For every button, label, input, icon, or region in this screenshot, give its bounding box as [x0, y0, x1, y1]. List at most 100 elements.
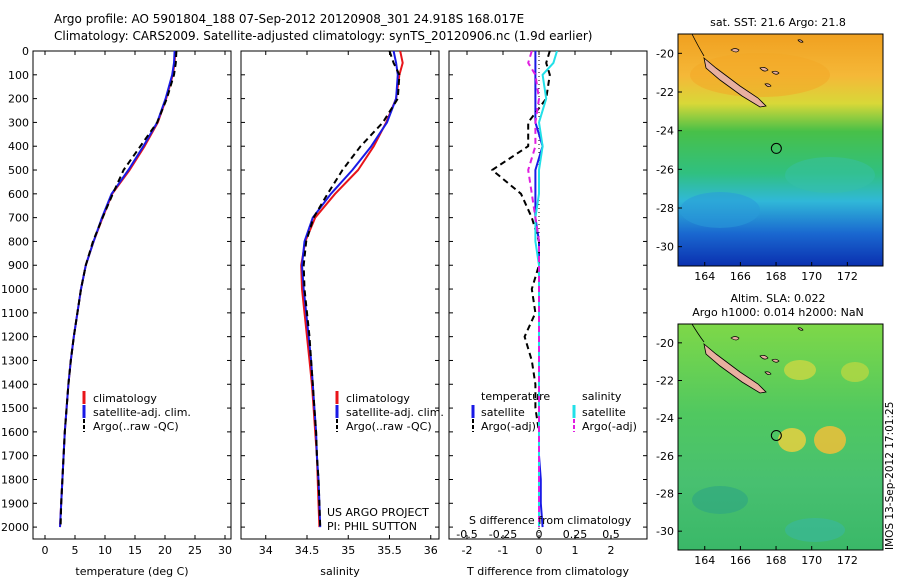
x-tick-label: 1 [572, 544, 579, 557]
sst-profile-marker [770, 142, 782, 154]
longitude-tick-label: 170 [801, 270, 822, 283]
latitude-tick-label: -26 [656, 450, 674, 463]
x-axes: 0 5 10 15 20 25 30 34 34.5 35 35.5 36 -2 -1 0 1 2 [42, 51, 615, 557]
reef-coastline [691, 323, 705, 343]
depth-tick-label: 400 [8, 140, 29, 153]
x-tick-label: 10 [98, 544, 112, 557]
x-tick-label: 0 [42, 544, 49, 557]
depth-tick-label: 1500 [1, 402, 29, 415]
latitude-tick-label: -26 [656, 163, 674, 176]
new-caledonia-landmass [703, 342, 767, 394]
legend-title-salinity: salinity [582, 390, 622, 403]
sla-high-patch [784, 360, 816, 380]
depth-tick-label: 500 [8, 164, 29, 177]
sst-map-title: sat. SST: 21.6 Argo: 21.8 [710, 16, 846, 29]
x-tick-label: 34 [259, 544, 273, 557]
x-tick-label: -1 [498, 544, 509, 557]
depth-tick-label: 700 [8, 212, 29, 225]
salinity-legend: climatology satellite-adj. clim. Argo(..… [335, 391, 444, 433]
depth-tick-label: 1600 [1, 426, 29, 439]
depth-tick-label: 100 [8, 69, 29, 82]
pi-annotation: PI: PHIL SUTTON [327, 520, 417, 533]
sla-map-frame [677, 323, 884, 551]
sla-map [677, 323, 884, 551]
legend-label-s-argo: Argo(-adj) [582, 420, 637, 433]
depth-tick-label: 2000 [1, 521, 29, 534]
sla-high-patch [778, 428, 806, 452]
depth-tick-label: 1900 [1, 497, 29, 510]
project-annotation: US ARGO PROJECT [327, 506, 429, 519]
latitude-tick-label: -30 [656, 241, 674, 254]
temperature-panel-frame [32, 50, 232, 540]
sst-map-frame [677, 33, 884, 267]
temperature-axis-label: temperature (deg C) [75, 565, 188, 578]
longitude-tick-label: 164 [694, 270, 715, 283]
x-tick-label: 25 [188, 544, 202, 557]
depth-tick-label: 200 [8, 93, 29, 106]
latitude-tick-label: -24 [656, 125, 674, 138]
reef-coastline [691, 33, 705, 57]
sla-high-patch [814, 426, 846, 454]
depth-tick-label: 300 [8, 116, 29, 129]
loyalty-islands [730, 39, 804, 88]
longitude-tick-label: 172 [837, 270, 858, 283]
latitude-tick-label: -20 [656, 47, 674, 60]
legend-label-climatology: climatology [93, 392, 157, 405]
temperature-legend: climatology satellite-adj. clim. Argo(..… [82, 391, 191, 433]
s-difference-tick-label: -0.5 [456, 528, 477, 541]
x-tick-label: 20 [158, 544, 172, 557]
difference-panel-frame [448, 50, 648, 540]
x-tick-label: 15 [128, 544, 142, 557]
figure-subtitle: Climatology: CARS2009. Satellite-adjuste… [54, 29, 593, 43]
depth-tick-label: 1000 [1, 283, 29, 296]
salinity-series [300, 51, 404, 528]
legend-title-temperature: temperature [481, 390, 550, 403]
salinity-axis-label: salinity [320, 565, 360, 578]
depth-tick-label: 0 [22, 45, 29, 58]
legend-label-argo: Argo(..raw -QC) [346, 420, 432, 433]
sla-low-patch [692, 486, 748, 514]
longitude-tick-label: 166 [730, 270, 751, 283]
sst-warm-patch [690, 53, 830, 97]
s-difference-tick-label: -0.25 [489, 528, 517, 541]
sla-profile-marker [770, 429, 782, 441]
legend-label-argo: Argo(..raw -QC) [93, 420, 179, 433]
longitude-tick-label: 172 [837, 554, 858, 567]
depth-tick-label: 1700 [1, 450, 29, 463]
longitude-tick-label: 170 [801, 554, 822, 567]
x-tick-label: 5 [72, 544, 79, 557]
longitude-tick-label: 164 [694, 554, 715, 567]
temperature-series [59, 51, 178, 528]
latitude-tick-label: -28 [656, 488, 674, 501]
s-difference-tick-label: 0.5 [602, 528, 620, 541]
x-tick-label: 35.5 [377, 544, 402, 557]
legend-label-satellite: satellite-adj. clim. [346, 406, 444, 419]
x-tick-label: 2 [608, 544, 615, 557]
sla-map-title-1: Altim. SLA: 0.022 [730, 292, 825, 305]
latitude-tick-label: -22 [656, 86, 674, 99]
longitude-tick-label: 166 [730, 554, 751, 567]
legend-label-t-argo: Argo(-adj) [481, 420, 536, 433]
depth-tick-label: 600 [8, 188, 29, 201]
figure-title: Argo profile: AO 5901804_188 07-Sep-2012… [54, 12, 525, 26]
s-difference-ticks: -0.5 -0.25 0 0.25 0.5 [456, 528, 619, 541]
depth-tick-label: 1100 [1, 307, 29, 320]
difference-legend: temperature salinity satellite Argo(-adj… [471, 390, 637, 433]
legend-label-climatology: climatology [346, 392, 410, 405]
depth-tick-label: 1800 [1, 473, 29, 486]
s-difference-label: S difference from climatology [469, 514, 632, 527]
depth-tick-label: 1300 [1, 354, 29, 367]
s-difference-tick-label: 0.25 [563, 528, 588, 541]
longitude-tick-label: 168 [766, 270, 787, 283]
sst-map-ticks: 164 166 168 170 172 -20 -22 -24 -26 -28 -30 [656, 47, 858, 283]
x-tick-label: 35 [341, 544, 355, 557]
legend-label-satellite: satellite-adj. clim. [93, 406, 191, 419]
difference-axis-label: T difference from climatology [466, 565, 629, 578]
sla-high-patch [841, 362, 869, 382]
latitude-tick-label: -24 [656, 412, 674, 425]
sla-map-ticks: 164 166 168 170 172 -20 -22 -24 -26 -28 -30 [656, 337, 858, 567]
sst-cool-patch [680, 192, 760, 228]
depth-tick-label: 1400 [1, 378, 29, 391]
difference-series [491, 51, 558, 528]
